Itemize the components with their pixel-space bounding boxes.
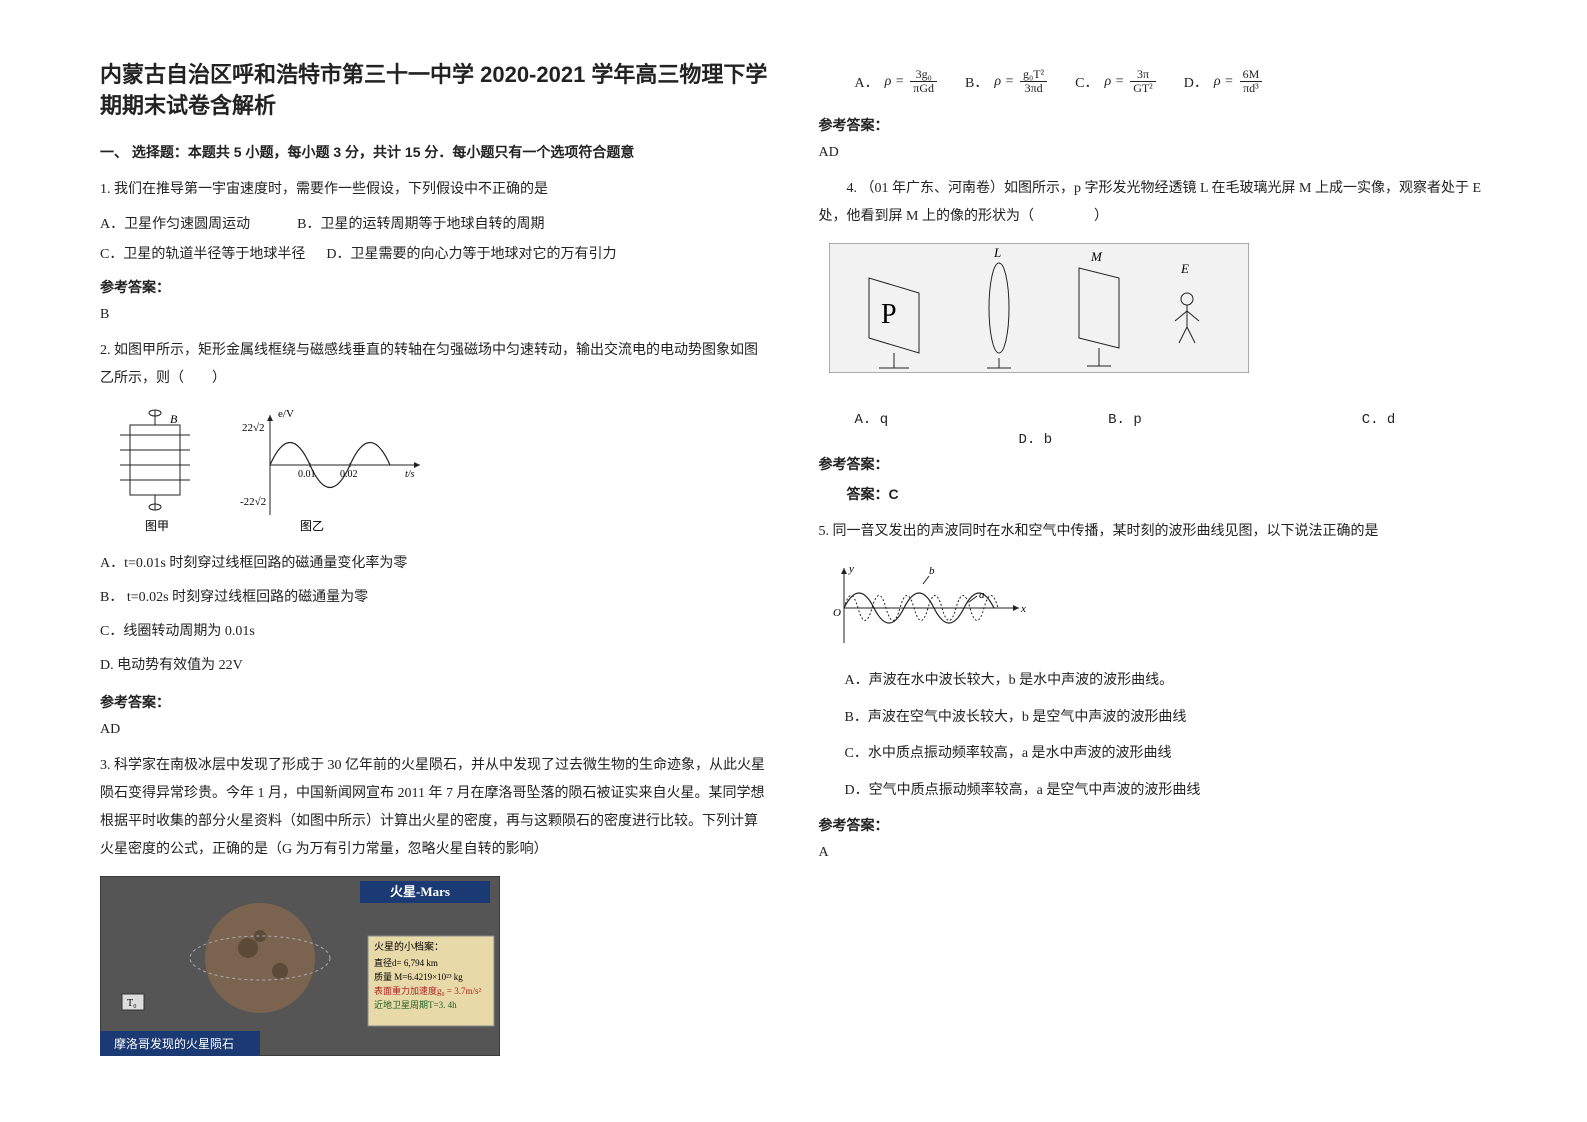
q4-options-abc: A. q B. p C. d [855,412,1488,428]
q5-opt-a: A．声波在水中波长较大，b 是水中声波的波形曲线。 [845,663,1488,699]
q1-opt-d: D．卫星需要的向心力等于地球对它的万有引力 [326,247,616,262]
q4-opt-c: C. d [1362,412,1396,428]
svg-text:直径d= 6,794 km: 直径d= 6,794 km [374,957,438,968]
q3-answer: AD [819,145,1488,161]
svg-text:图甲: 图甲 [145,519,169,533]
q3-opt-c: C． ρ = 3πGT² [1075,68,1156,95]
q2-stem: 2. 如图甲所示，矩形金属线框绕与磁感线垂直的转轴在匀强磁场中匀速转动，输出交流… [100,337,769,393]
q2-ref-label: 参考答案： [100,692,769,712]
svg-text:0.02: 0.02 [340,469,358,480]
q1-opt-b: B．卫星的运转周期等于地球自转的周期 [297,217,544,232]
q1-ref-label: 参考答案： [100,277,769,297]
svg-text:a: a [979,589,985,601]
svg-text:y: y [848,563,854,575]
q2-opt-b: B． t=0.02s 时刻穿过线框回路的磁通量为零 [100,584,769,612]
page-title: 内蒙古自治区呼和浩特市第三十一中学 2020-2021 学年高三物理下学期期末试… [100,60,769,122]
q5-opt-b: B．声波在空气中波长较大，b 是空气中声波的波形曲线 [845,700,1488,736]
q3-opt-a: A． ρ = 3g₀πGd [855,68,938,95]
svg-text:摩洛哥发现的火星陨石: 摩洛哥发现的火星陨石 [114,1036,234,1051]
q4-ref-label: 参考答案： [819,454,1488,474]
svg-text:E: E [1180,261,1189,276]
svg-text:火星-Mars: 火星-Mars [390,884,450,899]
q3-ref-label: 参考答案： [819,115,1488,135]
q5-opt-c: C．水中质点振动频率较高，a 是水中声波的波形曲线 [845,736,1488,772]
q4-figure: P L M E [829,243,1488,378]
q1-answer: B [100,307,769,323]
q3-formula-options: A． ρ = 3g₀πGd B． ρ = g₀T²3πd C． ρ = 3πGT… [855,68,1488,95]
q1-opt-c: C．卫星的轨道半径等于地球半径 [100,247,305,262]
q2-opt-a: A．t=0.01s 时刻穿过线框回路的磁通量变化率为零 [100,550,769,578]
q5-opt-d: D．空气中质点振动频率较高，a 是空气中声波的波形曲线 [845,773,1488,809]
q1-stem: 1. 我们在推导第一宇宙速度时，需要作一些假设，下列假设中不正确的是 [100,176,769,204]
svg-text:22√2: 22√2 [242,422,265,434]
q2-opt-d: D. 电动势有效值为 22V [100,652,769,680]
q1-options-ab: A．卫星作匀速圆周运动 B．卫星的运转周期等于地球自转的周期 [100,210,769,241]
q5-figure: O x y a b [829,558,1488,653]
svg-text:质量 M=6.4219×10²³ kg: 质量 M=6.4219×10²³ kg [374,971,463,982]
q5-stem: 5. 同一音叉发出的声波同时在水和空气中传播，某时刻的波形曲线见图，以下说法正确… [819,518,1488,546]
svg-text:P: P [881,299,897,330]
left-column: 内蒙古自治区呼和浩特市第三十一中学 2020-2021 学年高三物理下学期期末试… [100,60,769,1062]
q5-ref-label: 参考答案： [819,815,1488,835]
svg-text:T₀: T₀ [127,998,137,1009]
section-heading: 一、 选择题：本题共 5 小题，每小题 3 分，共计 15 分．每小题只有一个选… [100,142,769,162]
q4-opt-b: B. p [1108,412,1142,428]
svg-text:近地卫星周期T=3. 4h: 近地卫星周期T=3. 4h [374,999,457,1010]
svg-text:O: O [833,607,841,619]
q2-opt-c: C．线圈转动周期为 0.01s [100,618,769,646]
q5-options: A．声波在水中波长较大，b 是水中声波的波形曲线。 B．声波在空气中波长较大，b… [845,663,1488,809]
svg-text:-22√2: -22√2 [240,496,266,508]
q3-opt-b: B． ρ = g₀T²3πd [965,68,1047,95]
svg-text:0.01: 0.01 [298,469,316,480]
svg-text:B: B [170,412,178,426]
svg-text:火星的小档案：: 火星的小档案： [374,940,444,953]
q1-opt-a: A．卫星作匀速圆周运动 [100,217,250,232]
q3-stem: 3. 科学家在南极冰层中发现了形成于 30 亿年前的火星陨石，并从中发现了过去微… [100,752,769,864]
svg-text:L: L [993,245,1001,260]
q4-stem: 4. （01 年广东、河南卷）如图所示，p 字形发光物经透镜 L 在毛玻璃光屏 … [819,175,1488,231]
svg-text:t/s: t/s [405,469,415,480]
svg-text:图乙: 图乙 [300,519,324,533]
svg-text:表面重力加速度g₀ = 3.7m/s²: 表面重力加速度g₀ = 3.7m/s² [374,985,481,996]
q2-answer: AD [100,722,769,738]
q4-opt-a: A. q [855,412,889,428]
svg-text:b: b [929,565,935,577]
q5-answer: A [819,845,1488,861]
q3-opt-d: D． ρ = 6Mπd³ [1184,68,1262,95]
q4-answer: 答案：C [819,484,1488,504]
svg-text:M: M [1090,249,1103,264]
q1-options-cd: C．卫星的轨道半径等于地球半径 D．卫星需要的向心力等于地球对它的万有引力 [100,240,769,271]
q3-figure: 火星-Mars T₀ 火星的小档案： 直径d= 6,794 km 质量 M=6.… [100,876,769,1061]
q2-figure: B 图甲 e/V 22√2 -22√2 0.01 0.02 t/s 图乙 [100,405,769,540]
q4-opt-d: D. b [1019,432,1488,448]
svg-text:x: x [1020,603,1026,615]
right-column: A． ρ = 3g₀πGd B． ρ = g₀T²3πd C． ρ = 3πGT… [819,60,1488,1062]
svg-text:e/V: e/V [278,408,294,420]
